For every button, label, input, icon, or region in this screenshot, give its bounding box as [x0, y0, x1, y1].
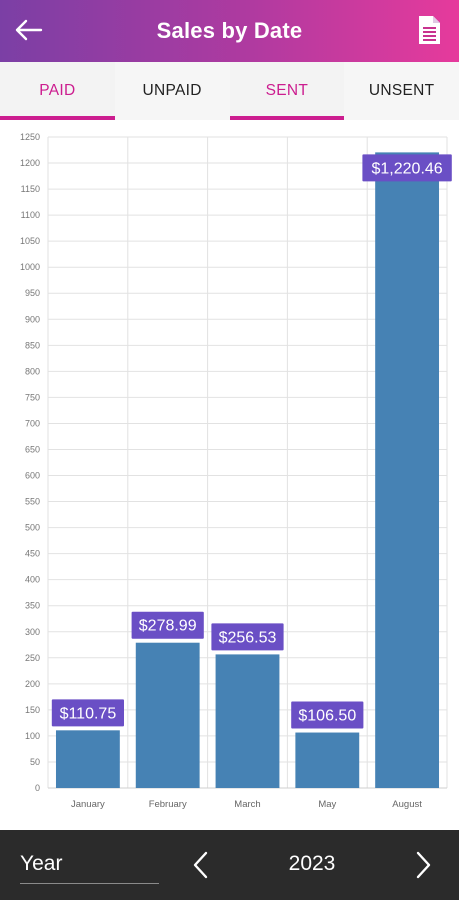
bar-may [295, 732, 360, 788]
y-tick-label: 1050 [20, 236, 40, 246]
y-tick-label: 750 [25, 392, 40, 402]
y-tick-label: 200 [25, 679, 40, 689]
bar-february [135, 642, 200, 788]
y-tick-label: 500 [25, 523, 40, 533]
value-label-box [51, 699, 124, 727]
y-tick-label: 650 [25, 444, 40, 454]
year-filter-label[interactable]: Year [20, 852, 63, 875]
next-year-button[interactable] [410, 848, 438, 882]
bar-january [55, 730, 120, 788]
y-tick-label: 450 [25, 549, 40, 559]
value-label-box [131, 611, 204, 639]
sales-bar-chart: 0 50 100 150 200 250 300 350 400 450 500 550 600 650 7… [20, 132, 452, 810]
tab-sent[interactable]: SENT [229, 62, 345, 120]
y-tick-label: 1250 [20, 132, 40, 142]
page-title: Sales by Date [156, 18, 303, 43]
y-tick-label: 400 [25, 575, 40, 585]
value-label-box [362, 154, 452, 182]
y-tick-label: 900 [25, 314, 40, 324]
tab-unsent[interactable]: UNSENT [344, 62, 459, 120]
x-tick-label: February [149, 799, 187, 810]
y-tick-label: 300 [25, 627, 40, 637]
chevron-right-icon [416, 851, 431, 879]
y-tick-label: 850 [25, 340, 40, 350]
sales-chart-area: 0 50 100 150 200 250 300 350 400 450 500 550 600 650 7… [0, 120, 459, 830]
value-label: $106.50 [298, 708, 356, 725]
x-tick-label: August [392, 799, 422, 810]
back-button[interactable] [10, 12, 46, 48]
y-tick-label: 1150 [21, 184, 40, 194]
value-label: $1,220.46 [372, 160, 443, 177]
value-label: $278.99 [139, 618, 197, 635]
value-label: $110.75 [60, 705, 117, 722]
y-tick-label: 350 [25, 601, 40, 611]
previous-year-button[interactable] [186, 848, 214, 882]
y-tick-label: 600 [25, 471, 40, 481]
y-tick-label: 1100 [21, 210, 40, 220]
filter-tabs: PAID UNPAID SENT UNSENT [0, 62, 459, 120]
y-tick-label: 150 [25, 705, 40, 715]
tab-paid[interactable]: PAID [0, 62, 115, 120]
bar-march [215, 654, 280, 788]
tab-unpaid[interactable]: UNPAID [114, 62, 230, 120]
y-tick-label: 800 [25, 366, 40, 376]
x-tick-label: January [71, 799, 105, 810]
value-label-box [211, 623, 284, 651]
document-icon [419, 16, 440, 44]
year-selector-bar: Year 2023 [0, 830, 459, 900]
selected-year: 2023 [288, 852, 336, 875]
y-tick-label: 950 [25, 288, 40, 298]
y-tick-label: 100 [25, 731, 40, 741]
value-label: $256.53 [219, 629, 277, 646]
app-header: Sales by Date [0, 0, 459, 62]
arrow-left-icon [15, 19, 43, 41]
report-button[interactable] [413, 12, 445, 48]
bar-august [375, 152, 440, 789]
x-tick-label: May [318, 799, 336, 810]
value-label-box [291, 701, 364, 729]
y-tick-label: 550 [25, 497, 40, 507]
chevron-left-icon [193, 851, 208, 879]
y-tick-label: 1000 [20, 262, 40, 272]
y-tick-label: 250 [25, 653, 40, 663]
year-filter-underline [20, 883, 159, 884]
y-tick-label: 50 [30, 757, 40, 767]
x-tick-label: March [234, 799, 260, 810]
y-tick-label: 700 [25, 418, 40, 428]
y-tick-label: 1200 [20, 158, 40, 168]
y-tick-label: 0 [35, 783, 40, 793]
